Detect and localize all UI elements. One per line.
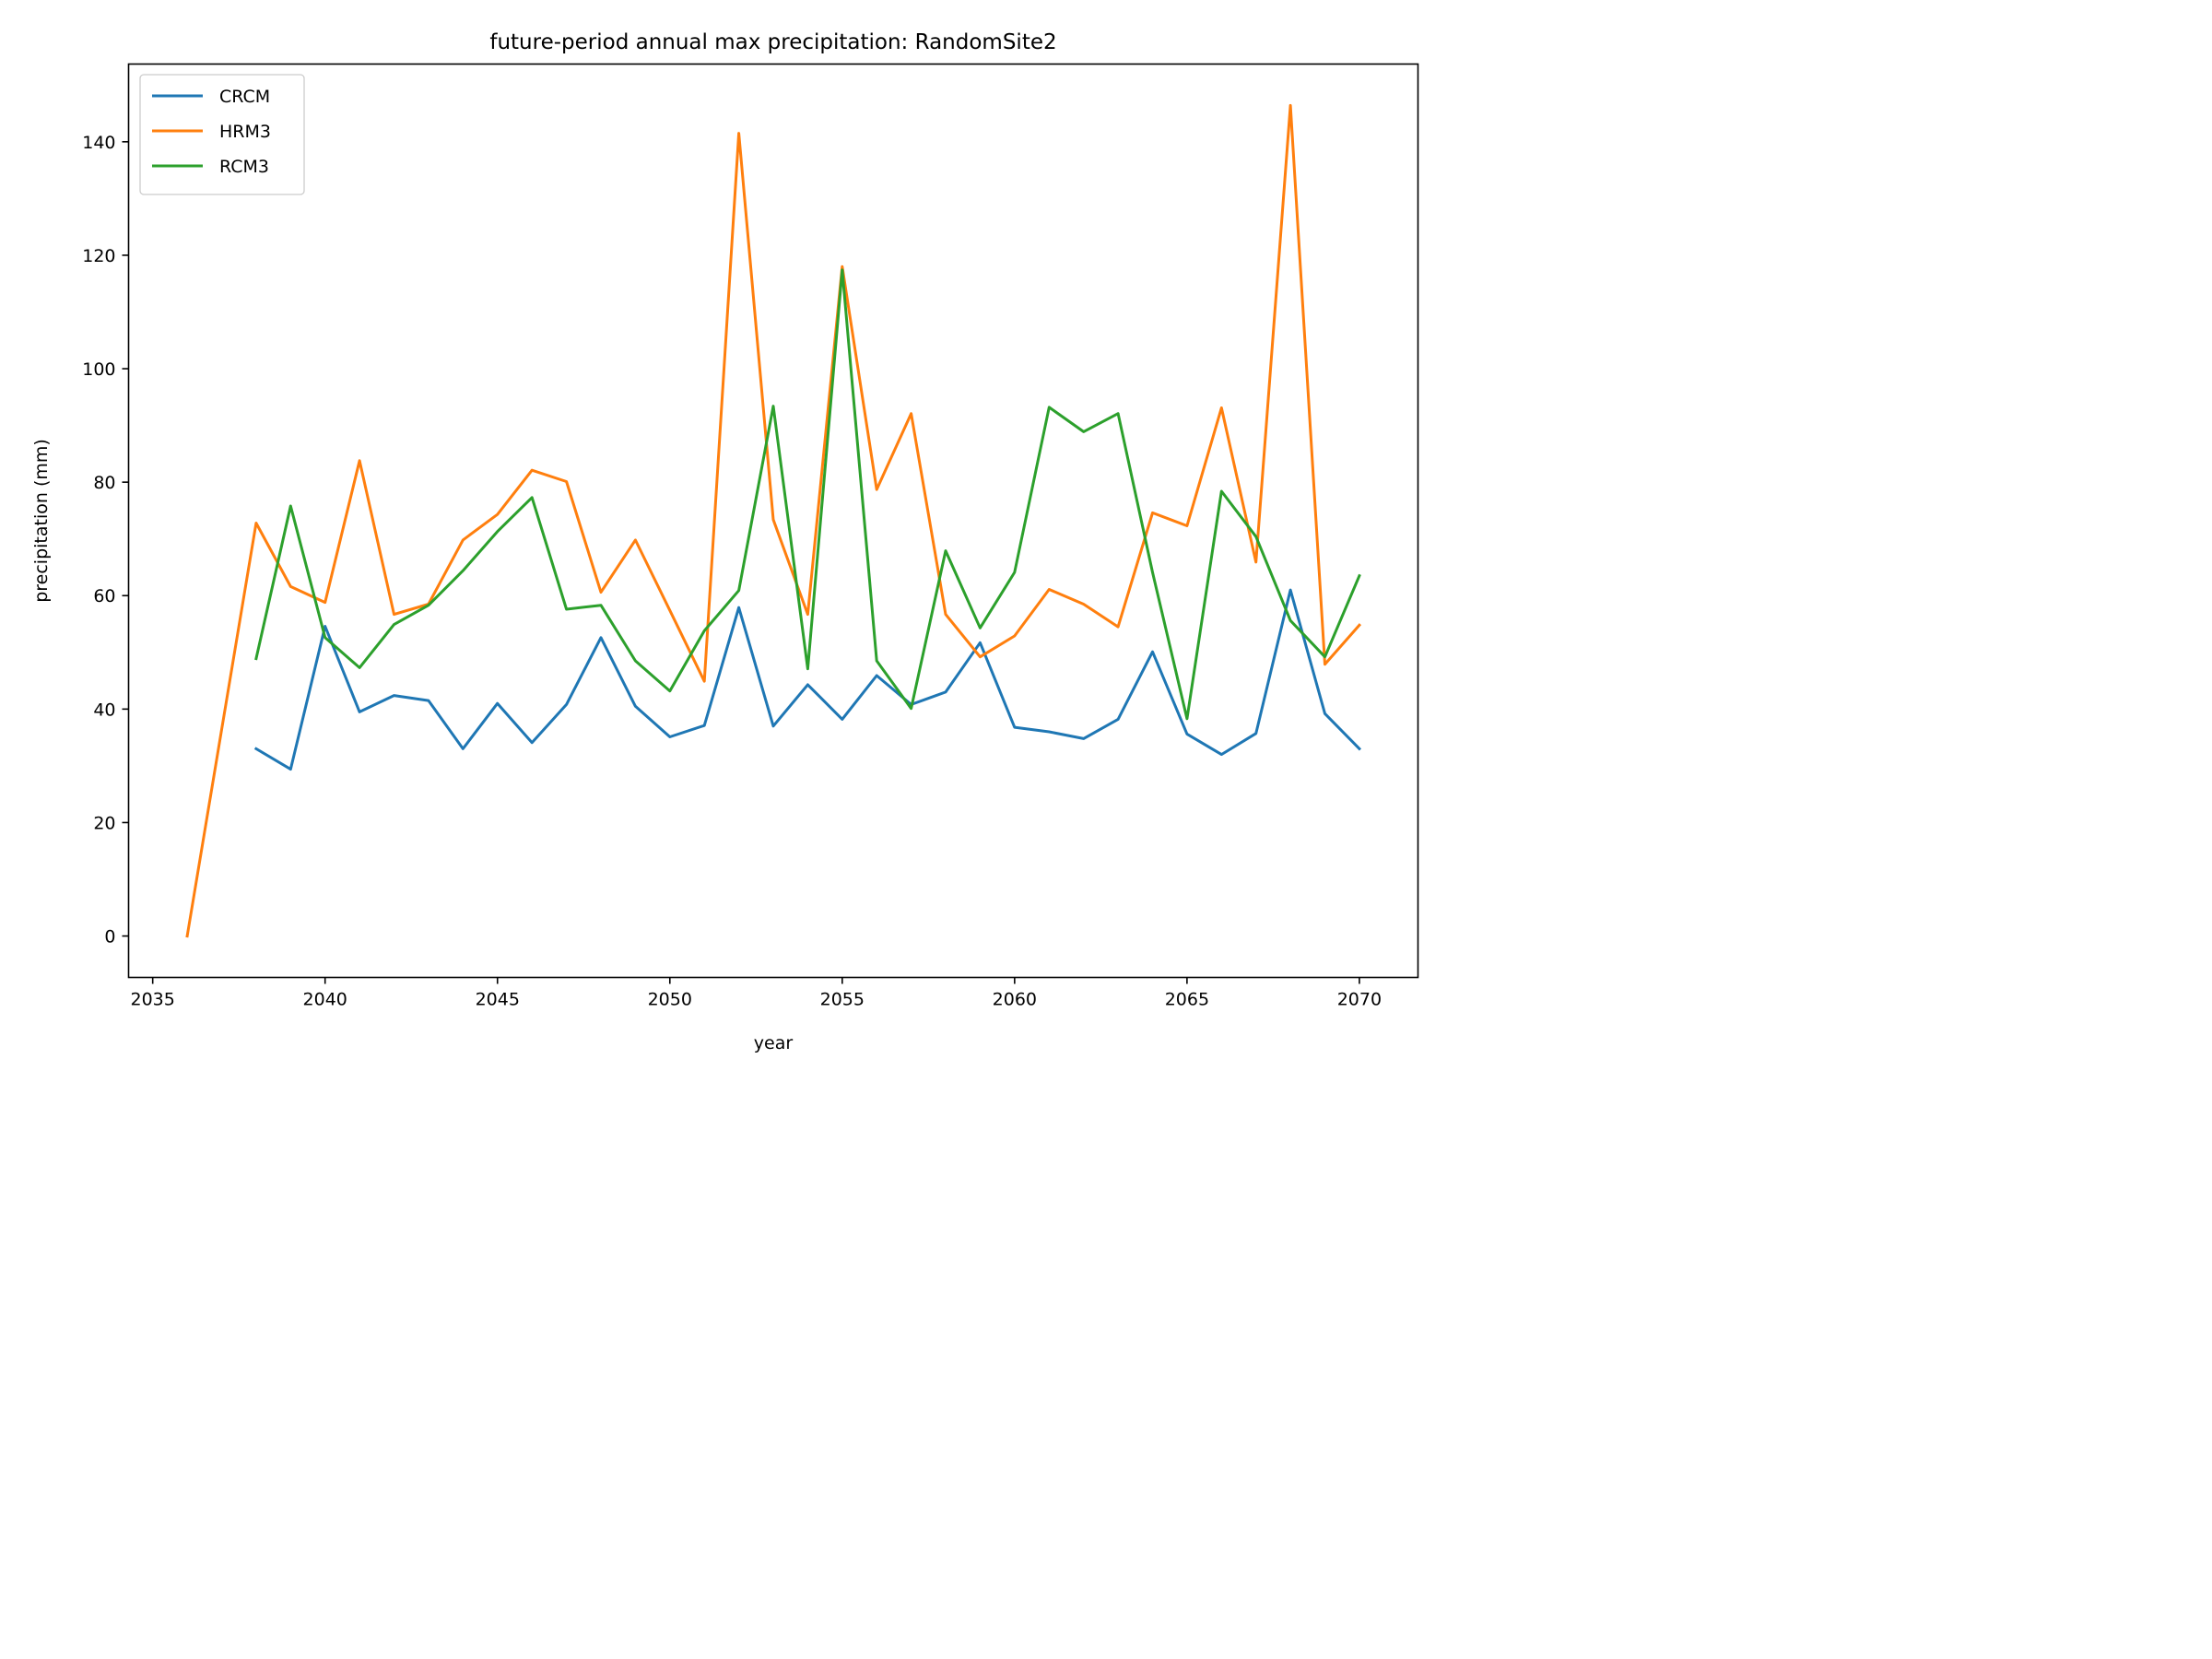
plot-frame	[127, 63, 1419, 979]
x-tick-label: 2065	[1165, 990, 1209, 1010]
chart-title: future-period annual max precipitation: …	[489, 30, 1056, 54]
x-tick-label: 2040	[303, 990, 347, 1010]
y-tick-label: 140	[82, 133, 115, 153]
x-tick-label: 2070	[1337, 990, 1382, 1010]
y-tick-label: 0	[104, 927, 115, 947]
y-axis: 0 20 40 60 80 100 120 140	[82, 133, 129, 947]
series-line-hrm3	[185, 103, 1362, 938]
series-line-rcm3	[254, 268, 1361, 721]
legend-label-hrm3: HRM3	[219, 122, 271, 142]
legend-label-rcm3: RCM3	[219, 157, 269, 177]
line-chart: future-period annual max precipitation: …	[0, 0, 1443, 1082]
y-tick-label: 40	[93, 700, 115, 720]
y-tick-label: 20	[93, 813, 115, 833]
series-layer	[185, 103, 1362, 938]
y-tick-label: 120	[82, 246, 115, 266]
plot-area	[127, 63, 1419, 979]
x-tick-label: 2060	[993, 990, 1037, 1010]
x-tick-label: 2035	[131, 990, 175, 1010]
x-tick-label: 2055	[820, 990, 865, 1010]
x-tick-label: 2050	[648, 990, 692, 1010]
series-line-crcm	[253, 588, 1362, 771]
legend-items: CRCM HRM3 RCM3	[152, 87, 271, 177]
legend: CRCM HRM3 RCM3	[139, 74, 305, 195]
y-tick-label: 100	[82, 359, 115, 380]
y-tick-label: 60	[93, 586, 115, 606]
x-axis: 2035 2040 2045 2050 2055 2060 2065 2070	[131, 977, 1382, 1010]
legend-label-crcm: CRCM	[219, 87, 270, 107]
y-axis-label: precipitation (mm)	[31, 439, 52, 603]
x-axis-label: year	[754, 1033, 794, 1053]
x-tick-label: 2045	[476, 990, 520, 1010]
y-tick-label: 80	[93, 473, 115, 493]
